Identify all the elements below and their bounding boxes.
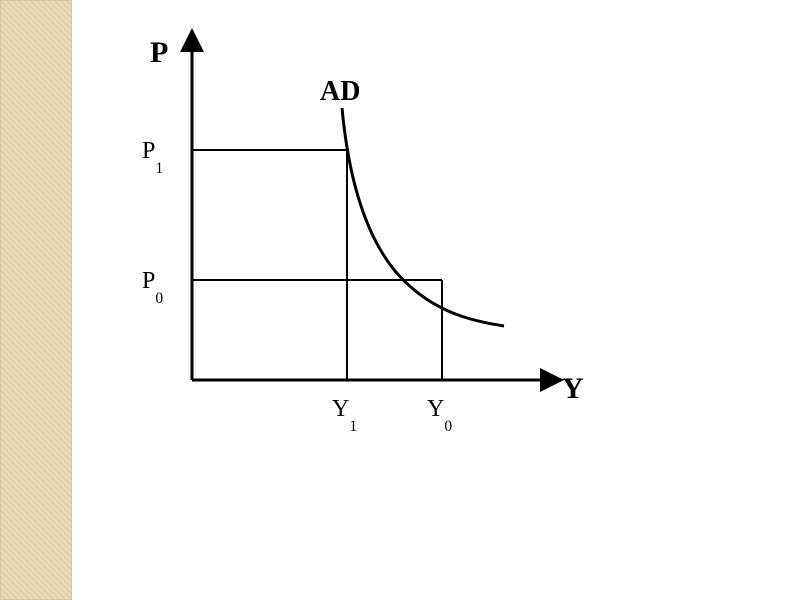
- sidebar-texture: [0, 0, 72, 600]
- y-axis-label: P: [150, 36, 168, 69]
- diagram-svg: P Y AD P1 P0 Y1 Y0: [72, 0, 800, 600]
- x-axis-label: Y: [562, 372, 584, 405]
- slide-sidebar: [0, 0, 72, 600]
- ad-curve-diagram: P Y AD P1 P0 Y1 Y0: [72, 0, 800, 600]
- p1-label: P1: [142, 138, 163, 177]
- ad-curve: [342, 108, 504, 326]
- p0-label: P0: [142, 268, 163, 307]
- y0-label: Y0: [427, 396, 452, 435]
- ad-label: AD: [320, 76, 360, 107]
- y1-label: Y1: [332, 396, 357, 435]
